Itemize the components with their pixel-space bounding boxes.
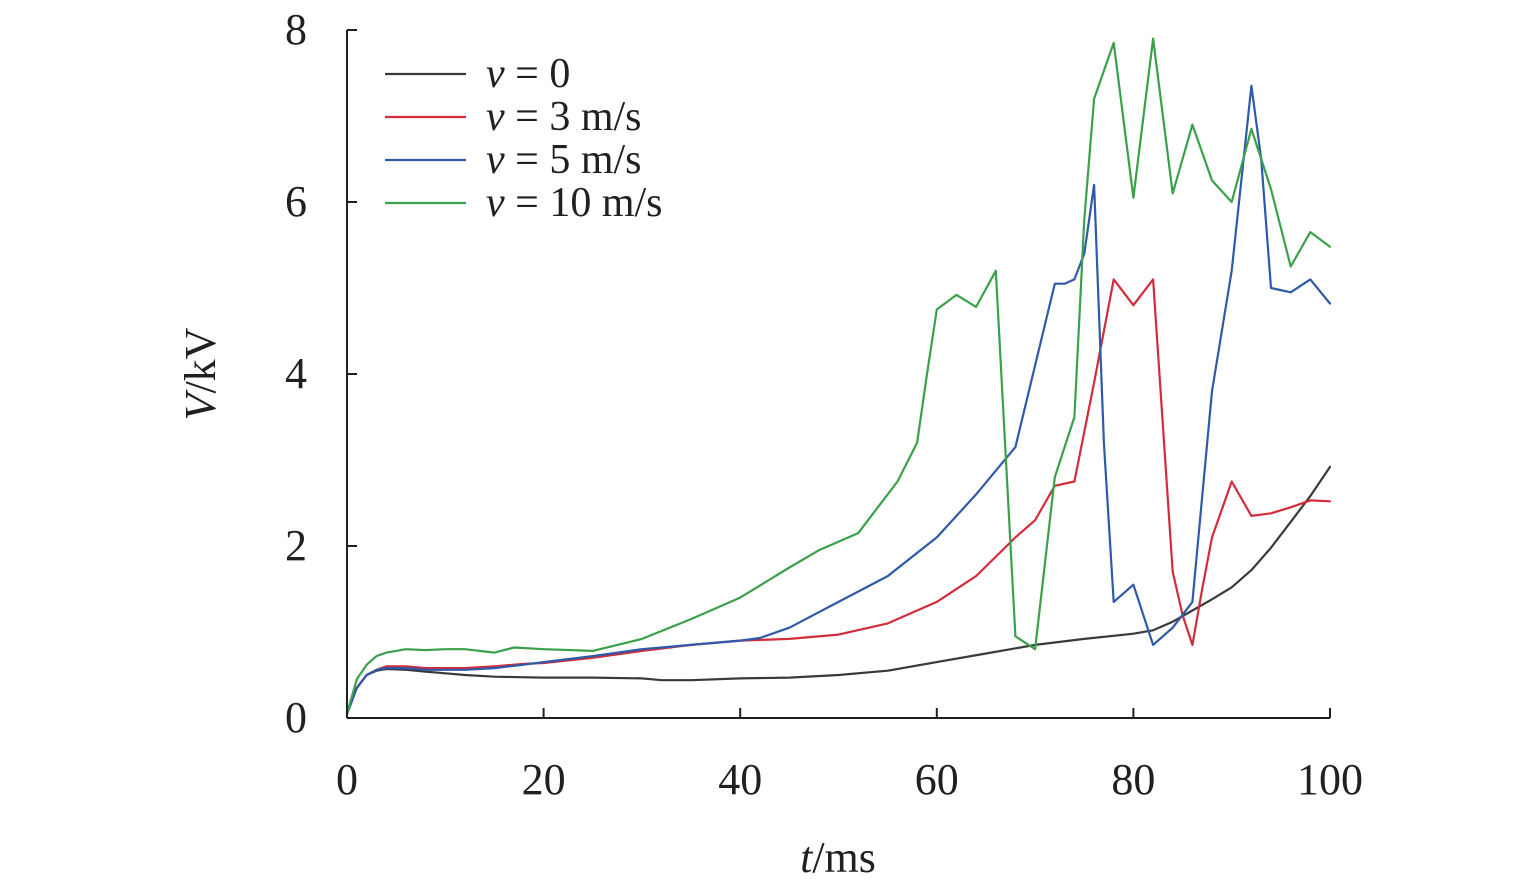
- x-tick-label: 40: [718, 755, 762, 804]
- plot-area: [345, 37, 1332, 715]
- y-tick-label: 8: [285, 5, 307, 54]
- x-tick-label: 20: [522, 755, 566, 804]
- legend-label: v = 5 m/s: [486, 137, 642, 183]
- legend-label: v = 10 m/s: [486, 180, 663, 226]
- x-tick-label: 100: [1297, 755, 1363, 804]
- y-axis-label: V/kV: [176, 327, 225, 420]
- series-line: [345, 465, 1332, 715]
- y-tick-label: 2: [285, 521, 307, 570]
- series-line: [345, 84, 1332, 715]
- series-line: [345, 37, 1332, 715]
- series-line: [345, 278, 1332, 715]
- y-tick-label: 6: [285, 177, 307, 226]
- legend: v = 0v = 3 m/sv = 5 m/sv = 10 m/s: [385, 51, 663, 226]
- x-tick-label: 80: [1111, 755, 1155, 804]
- y-tick-label: 0: [285, 693, 307, 742]
- x-ticks: 0 20 40 60 80 100: [336, 708, 1363, 804]
- legend-label: v = 3 m/s: [486, 94, 642, 140]
- legend-label: v = 0: [486, 51, 570, 97]
- x-tick-label: 0: [336, 755, 358, 804]
- y-tick-label: 4: [285, 349, 307, 398]
- x-axis-label: t/ms: [800, 833, 876, 882]
- y-ticks: 0 2 4 6 8: [285, 5, 357, 742]
- x-tick-label: 60: [915, 755, 959, 804]
